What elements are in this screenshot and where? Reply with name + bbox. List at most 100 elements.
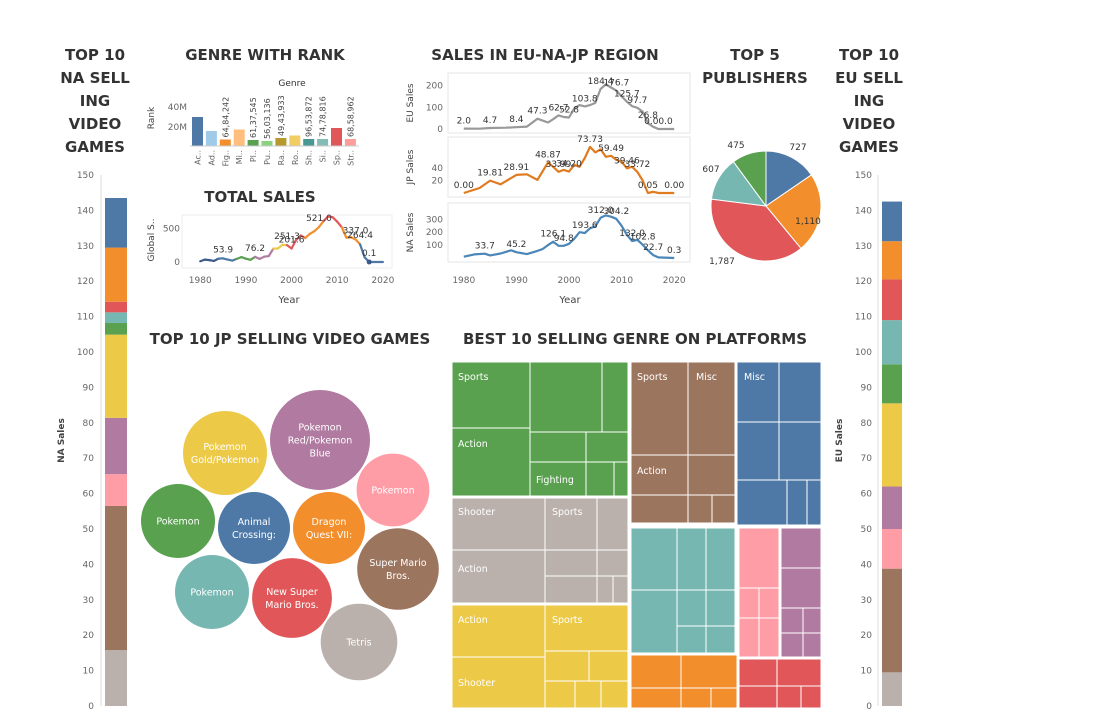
- x-tick-label: Sp..: [333, 150, 342, 165]
- bubble-label: Pokemon: [371, 486, 414, 497]
- eu-top10-title: TOP 10 EU SELL ING VIDEO GAMES: [824, 44, 914, 159]
- treemap-tile: [780, 567, 822, 609]
- treemap-tile: [451, 549, 546, 604]
- bubble-label: Mario Bros.: [265, 600, 318, 611]
- jp-top10-title: TOP 10 JP SELLING VIDEO GAMES: [149, 330, 431, 348]
- stacked-bar-segment: [105, 505, 127, 651]
- stacked-bar-segment: [105, 322, 127, 335]
- pie-slice: [710, 198, 802, 262]
- plot-area: [181, 214, 393, 269]
- data-label: 22.7: [643, 243, 663, 253]
- treemap-label: Misc: [744, 372, 765, 383]
- x-tick-label: 2000: [280, 276, 303, 286]
- pie-label: 475: [727, 141, 744, 151]
- data-label: 0.3: [667, 246, 681, 256]
- treemap-tile: [705, 589, 736, 627]
- x-axis-label: Year: [558, 295, 581, 306]
- y-axis-label: Global S..: [147, 218, 157, 261]
- y-tick-label: 80: [861, 419, 873, 429]
- treemap-tile: [786, 479, 808, 526]
- na-title-line: NA SELL: [60, 69, 130, 87]
- treemap-label: Action: [458, 615, 488, 626]
- bar-value-label: 61,37,545: [249, 97, 258, 138]
- genre-bar: [233, 129, 245, 146]
- sales-line-segment: [336, 220, 343, 229]
- treemap-tile: [544, 680, 576, 709]
- stacked-bar-segment: [882, 486, 902, 529]
- y-tick-label: 100: [77, 348, 94, 358]
- genre-bar: [303, 139, 315, 146]
- end-point: [366, 259, 372, 265]
- treemap-tile: [780, 527, 822, 569]
- pie-slice: [765, 174, 822, 250]
- data-label: 26.8: [638, 111, 658, 121]
- bubble: [293, 492, 365, 564]
- data-label: 0.00: [664, 181, 684, 191]
- data-label: 0.00.0: [644, 117, 673, 127]
- sales-line-segment: [290, 238, 298, 250]
- data-label: 521.0: [306, 214, 332, 224]
- data-label: 201.6: [279, 235, 305, 245]
- bubble: [183, 411, 267, 495]
- region-line: [463, 83, 675, 131]
- treemap-tile: [738, 587, 760, 619]
- y-tick-label: 90: [861, 383, 873, 393]
- y-tick-label: 120: [855, 277, 872, 287]
- bubble-label: Blue: [309, 449, 330, 460]
- treemap-tile: [736, 479, 788, 526]
- x-tick-label: 1980: [189, 276, 212, 286]
- treemap-tile: [529, 461, 587, 497]
- treemap-tile: [529, 431, 587, 463]
- data-label: 102.8: [630, 233, 656, 243]
- data-label: 39.46: [614, 156, 640, 166]
- data-label: 76.2: [245, 244, 265, 254]
- bar-value-label: 49,43,933: [277, 95, 286, 136]
- bubble-label: Animal: [238, 517, 271, 528]
- y-tick-label: 20M: [168, 123, 187, 133]
- treemap-tile: [544, 575, 598, 604]
- treemap-tile: [601, 361, 629, 433]
- x-tick-label: 1990: [234, 276, 257, 286]
- y-tick-label: 300: [426, 215, 443, 225]
- bubble-label: Gold/Pokemon: [191, 455, 259, 466]
- treemap-tile: [544, 497, 598, 551]
- treemap-tile: [710, 687, 738, 709]
- data-label: 33.99: [546, 160, 572, 170]
- treemap-tile: [738, 617, 760, 658]
- treemap-tile: [778, 361, 822, 423]
- bubble-label: Quest VII:: [306, 530, 352, 541]
- treemap-tile: [529, 361, 603, 433]
- x-tick-label: Pl..: [249, 150, 258, 162]
- data-label: 33.72: [625, 160, 651, 170]
- y-tick-label: 90: [83, 383, 95, 393]
- genre-bar: [192, 117, 203, 146]
- pie-slice: [765, 150, 813, 207]
- data-label: 184.4: [588, 77, 614, 87]
- y-tick-label: 100: [855, 348, 872, 358]
- treemap-tile: [574, 680, 602, 709]
- na-title-line: GAMES: [65, 138, 125, 156]
- treemap-tile: [680, 654, 738, 689]
- treemap-tile: [738, 685, 778, 709]
- data-label: 97.7: [627, 96, 647, 106]
- data-label: 34.20: [556, 160, 582, 170]
- y-tick-label: 60: [861, 490, 873, 500]
- data-label: 8.4: [509, 115, 524, 125]
- treemap-tile: [800, 685, 822, 709]
- stacked-bar-segment: [105, 198, 127, 248]
- x-tick-label: Ad..: [207, 150, 216, 166]
- bubble-label: Super Mario: [369, 558, 426, 569]
- treemap-tile: [585, 431, 629, 463]
- treemap-tile: [802, 607, 822, 634]
- jp-bubble-chart: Pokemon Red/Pokemon Blue Pokemon Gold/Pokemo…: [141, 390, 439, 681]
- na-top10-chart: 0 10 20 30 40 50 60 70 80 90 100 110 120 130 140 150 NA …: [57, 171, 127, 712]
- treemap-tile: [612, 575, 629, 604]
- x-tick-label: Ro..: [291, 150, 300, 165]
- treemap-label: Sports: [552, 615, 583, 626]
- data-label: 264.4: [347, 231, 373, 241]
- genre-bar: [317, 139, 329, 146]
- na-title-line: VIDEO: [68, 115, 122, 133]
- y-tick-label: 110: [77, 313, 94, 323]
- treemap-tile: [451, 604, 546, 658]
- region-sales-chart: 0 100 200 EU Sales 2.0 4.7 8.447.3 62.752.8 103.…: [406, 72, 691, 306]
